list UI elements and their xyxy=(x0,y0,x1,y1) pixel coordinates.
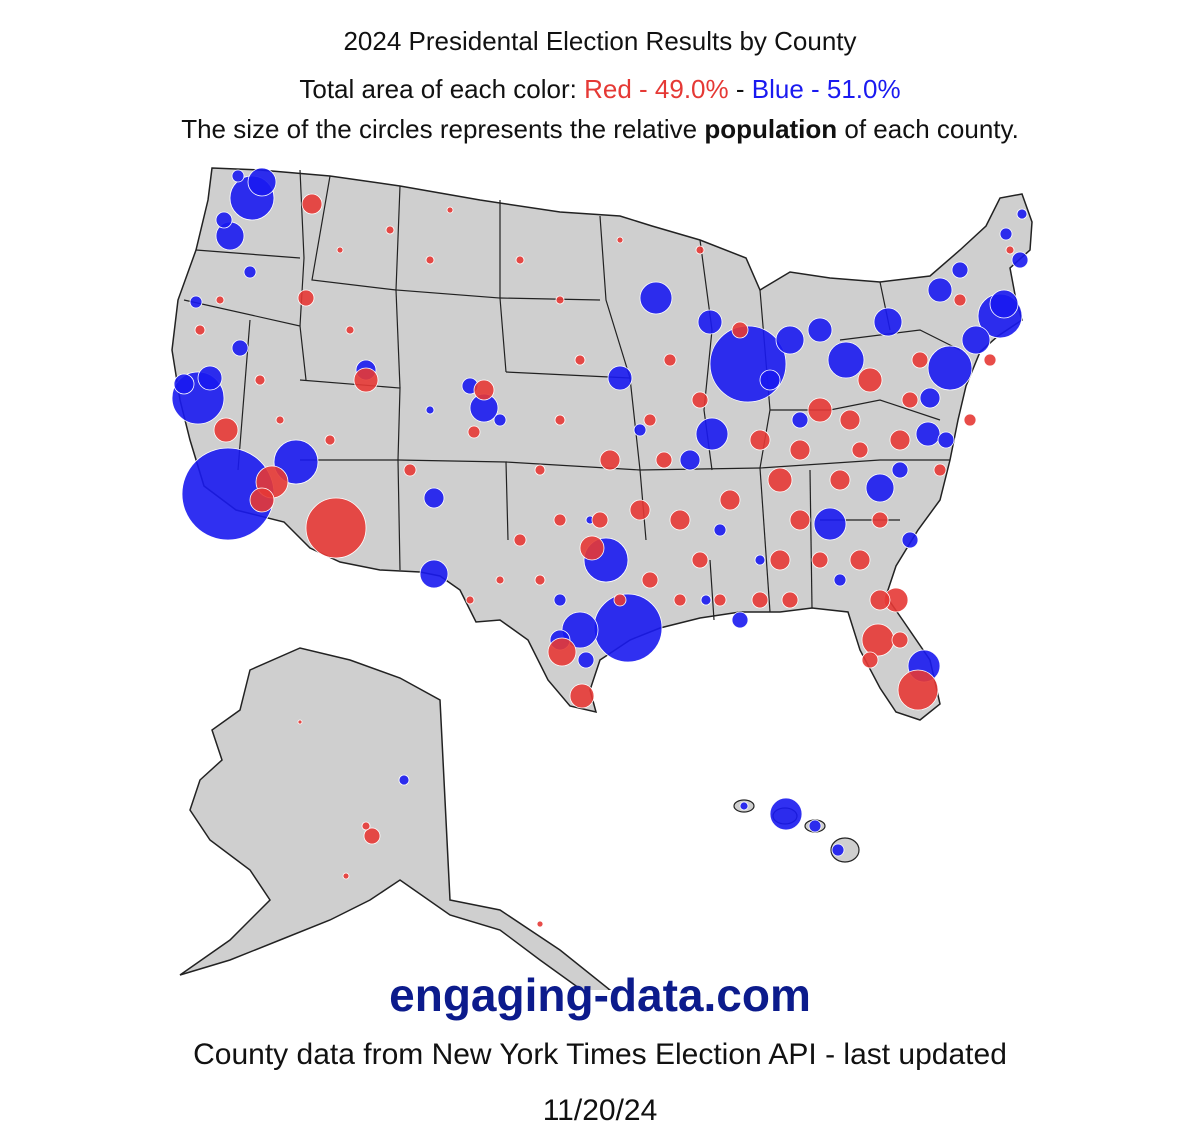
county-circle-washington xyxy=(915,421,941,447)
county-circle-minneapolis xyxy=(639,281,673,315)
county-circle-san-antonio xyxy=(547,637,577,667)
blue-county-circles xyxy=(171,167,1029,857)
alaska-shape xyxy=(179,647,612,990)
county-circle-milwaukee xyxy=(697,309,723,335)
county-circle-corpus xyxy=(569,683,595,709)
county-circle-atlanta xyxy=(813,507,847,541)
county-map xyxy=(171,167,1033,990)
county-circle-chicago xyxy=(709,325,787,403)
county-circle-charlotte xyxy=(865,473,895,503)
county-circle-detroit xyxy=(827,341,865,379)
site-name: engaging-data.com xyxy=(389,969,811,1021)
data-source: County data from New York Times Election… xyxy=(193,1038,1007,1071)
county-circle-st-louis xyxy=(695,417,729,451)
area-separator: - xyxy=(728,74,752,104)
size-note-end: of each county. xyxy=(837,114,1019,144)
county-circle-maricopa-area xyxy=(305,497,367,559)
red-area-share: Red - 49.0% xyxy=(584,74,729,104)
county-circle-fort-worth xyxy=(579,535,605,561)
county-circle-palm-beach xyxy=(897,669,939,711)
area-prefix: Total area of each color: xyxy=(299,74,585,104)
contiguous-us-shape xyxy=(171,167,1033,721)
county-circle-philadelphia xyxy=(927,345,973,391)
area-summary: Total area of each color: Red - 49.0% - … xyxy=(0,74,1200,105)
county-circle-albuquerque xyxy=(423,487,445,509)
red-county-circles xyxy=(194,193,1015,928)
map-title: 2024 Presidental Election Results by Cou… xyxy=(343,26,857,56)
size-note-bold: population xyxy=(704,114,838,144)
county-circle-honolulu xyxy=(769,797,803,831)
county-circle-houston xyxy=(593,593,663,663)
county-circle-phoenix-area xyxy=(419,559,449,589)
county-circle-cleveland xyxy=(873,307,903,337)
last-updated-date: 11/20/24 xyxy=(542,1094,658,1127)
blue-area-share: Blue - 51.0% xyxy=(751,74,901,104)
county-circle-kansas-city xyxy=(607,365,633,391)
county-circle-tampa xyxy=(861,623,895,657)
county-circle-fresno xyxy=(213,417,239,443)
county-circle-riverside xyxy=(249,487,275,513)
circle-size-note: The size of the circles represents the r… xyxy=(0,114,1200,145)
county-circle-boston xyxy=(989,289,1019,319)
size-note-start: The size of the circles represents the r… xyxy=(181,114,705,144)
